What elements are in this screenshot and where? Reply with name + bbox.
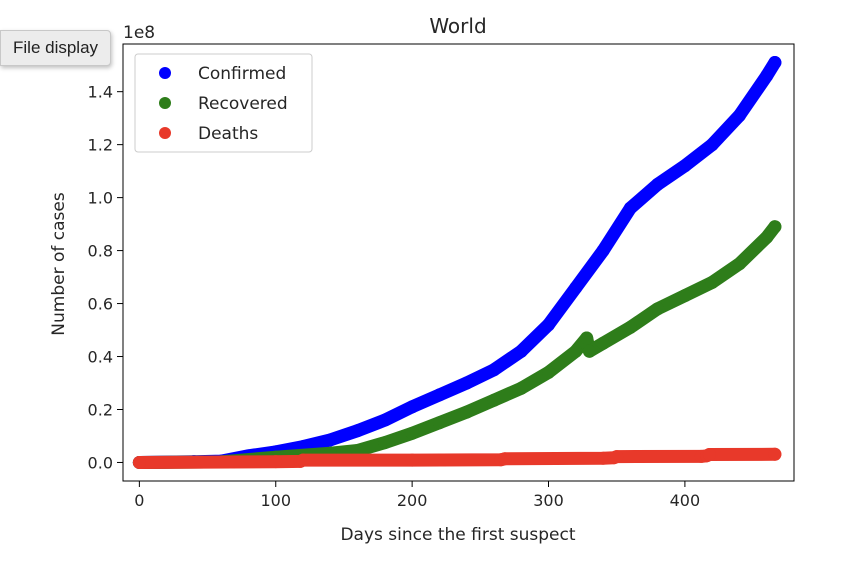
legend-marker-recovered <box>159 97 171 109</box>
y-tick-label: 0.0 <box>88 453 113 472</box>
y-tick-label: 1.4 <box>88 83 113 102</box>
tooltip-label: File display <box>13 38 99 57</box>
y-tick-label: 1.2 <box>88 136 113 155</box>
data-point-confirmed <box>678 159 692 173</box>
data-point-confirmed <box>569 281 583 295</box>
data-point-recovered <box>378 436 392 450</box>
data-point-recovered <box>487 393 501 407</box>
series-deaths <box>132 447 782 469</box>
x-tick-label: 0 <box>134 491 144 510</box>
data-point-recovered <box>580 331 594 345</box>
series-trace-recovered <box>132 220 782 469</box>
legend-marker-confirmed <box>159 67 171 79</box>
data-point-recovered <box>405 426 419 440</box>
legend-label-deaths: Deaths <box>198 124 258 144</box>
y-tick-label: 1.0 <box>88 189 113 208</box>
data-point-deaths <box>498 452 512 466</box>
data-point-confirmed <box>651 177 665 191</box>
legend-box <box>134 53 313 153</box>
data-point-deaths <box>610 450 624 464</box>
data-point-deaths <box>702 448 716 462</box>
x-tick-label: 100 <box>260 491 291 510</box>
data-point-recovered <box>732 257 746 271</box>
data-point-confirmed <box>378 413 392 427</box>
data-point-recovered <box>623 320 637 334</box>
x-axis: 0 100 200 300 400 <box>134 481 700 510</box>
data-point-recovered <box>678 289 692 303</box>
plot-frame <box>122 43 795 482</box>
data-point-confirmed <box>514 344 528 358</box>
data-point-confirmed <box>351 424 365 438</box>
legend-label-confirmed: Confirmed <box>198 64 286 84</box>
data-point-recovered <box>651 302 665 316</box>
data-point-recovered <box>768 220 782 234</box>
data-point-confirmed <box>542 318 556 332</box>
data-point-confirmed <box>760 69 774 83</box>
data-point-deaths <box>132 455 146 469</box>
data-point-confirmed <box>596 244 610 258</box>
data-point-deaths <box>596 451 610 465</box>
data-point-recovered <box>705 275 719 289</box>
data-point-deaths <box>768 447 782 461</box>
legend-label-recovered: Recovered <box>198 94 288 114</box>
data-point-confirmed <box>405 400 419 414</box>
y-axis: 0.0 0.2 0.4 0.6 0.8 1.0 1.2 1.4 <box>88 83 123 472</box>
data-point-recovered <box>760 230 774 244</box>
series-trace-deaths <box>132 447 782 469</box>
x-tick-label: 300 <box>533 491 564 510</box>
file-display-tooltip: File display <box>0 30 112 66</box>
series-recovered <box>132 220 782 469</box>
data-point-recovered <box>596 336 610 350</box>
data-point-confirmed <box>768 56 782 70</box>
y-offset-text: 1e8 <box>123 23 155 43</box>
data-point-recovered <box>582 344 596 358</box>
data-point-recovered <box>460 405 474 419</box>
data-point-recovered <box>432 416 446 430</box>
y-tick-label: 0.6 <box>88 295 113 314</box>
legend-marker-deaths <box>159 127 171 139</box>
data-point-confirmed <box>732 109 746 123</box>
x-tick-label: 200 <box>397 491 428 510</box>
data-point-confirmed <box>460 376 474 390</box>
y-tick-label: 0.8 <box>88 242 113 261</box>
data-point-confirmed <box>432 388 446 402</box>
data-point-confirmed <box>323 433 337 447</box>
data-point-confirmed <box>705 138 719 152</box>
y-tick-label: 0.2 <box>88 400 113 419</box>
data-marks <box>132 56 782 469</box>
y-axis-label: Number of cases <box>49 192 69 336</box>
data-point-confirmed <box>487 363 501 377</box>
x-tick-label: 400 <box>670 491 701 510</box>
data-point-recovered <box>514 381 528 395</box>
data-point-recovered <box>569 344 583 358</box>
data-point-recovered <box>542 365 556 379</box>
data-point-deaths <box>405 453 419 467</box>
y-tick-label: 0.4 <box>88 348 113 367</box>
data-point-confirmed <box>623 201 637 215</box>
legend: Confirmed Recovered Deaths <box>134 53 313 153</box>
chart-title: World <box>429 14 486 38</box>
x-axis-label: Days since the first suspect <box>340 525 575 545</box>
data-point-deaths <box>269 455 283 469</box>
data-point-deaths <box>296 453 310 467</box>
